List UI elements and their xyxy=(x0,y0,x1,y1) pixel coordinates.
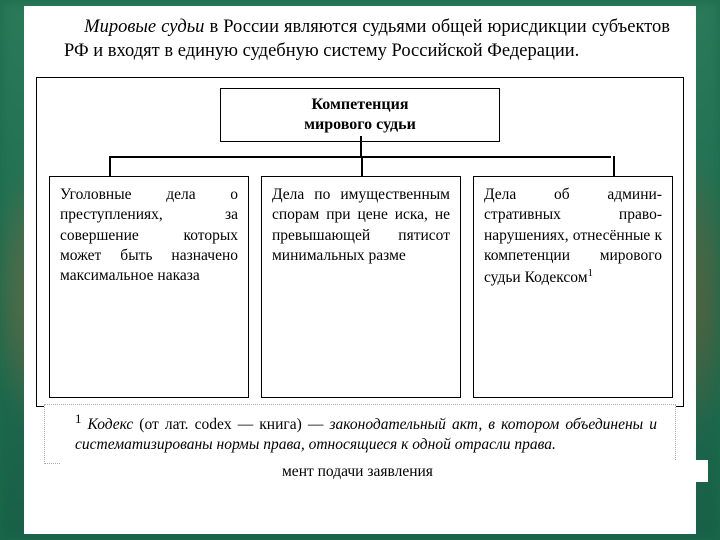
intro-emphasis: Мировые судьи xyxy=(84,17,204,37)
child-node-property: Дела по имуще­ственным спорам при цене и… xyxy=(261,176,461,398)
connector-root-vertical xyxy=(360,136,362,156)
lower-col-2: мент подачи заяв­ления xyxy=(272,462,472,482)
lower-col-2-text: мент подачи заяв­ления xyxy=(282,463,433,480)
connector-child-2 xyxy=(361,156,363,176)
lower-col-1 xyxy=(60,462,260,482)
child2-text: Дела по имуще­ственным спорам при цене и… xyxy=(272,186,450,263)
lower-col-3 xyxy=(484,462,684,482)
document-page: Мировые судьи в России являются судьями … xyxy=(24,6,696,534)
child3-footnote-ref: 1 xyxy=(588,267,594,279)
child3-text: Дела об админи­стративных право­нарушени… xyxy=(484,186,662,286)
connector-horizontal xyxy=(109,156,611,158)
footnote-lead: Кодекс xyxy=(81,416,133,433)
footnote-block: 1 Кодекс (от лат. codex — книга) — закон… xyxy=(44,404,676,464)
lower-visible-strip: мент подачи заяв­ления xyxy=(60,460,708,482)
child-node-administrative: Дела об админи­стративных право­нарушени… xyxy=(473,176,673,398)
root-node: Компетенция мирового судьи xyxy=(220,88,500,142)
intro-paragraph: Мировые судьи в России являются судьями … xyxy=(24,6,696,77)
connector-child-3 xyxy=(613,156,615,176)
connector-child-1 xyxy=(109,156,111,176)
root-line1: Компетенция xyxy=(229,95,491,115)
footnote-paren: (от лат. codex — книга) — xyxy=(133,416,329,433)
child1-text: Уголовные дела о преступлениях, за совер… xyxy=(60,186,238,284)
child-node-criminal: Уголовные дела о преступлениях, за совер… xyxy=(49,176,249,398)
competence-diagram: Компетенция мирового судьи Уголовные дел… xyxy=(36,77,684,407)
root-line2: мирового судьи xyxy=(229,115,491,135)
